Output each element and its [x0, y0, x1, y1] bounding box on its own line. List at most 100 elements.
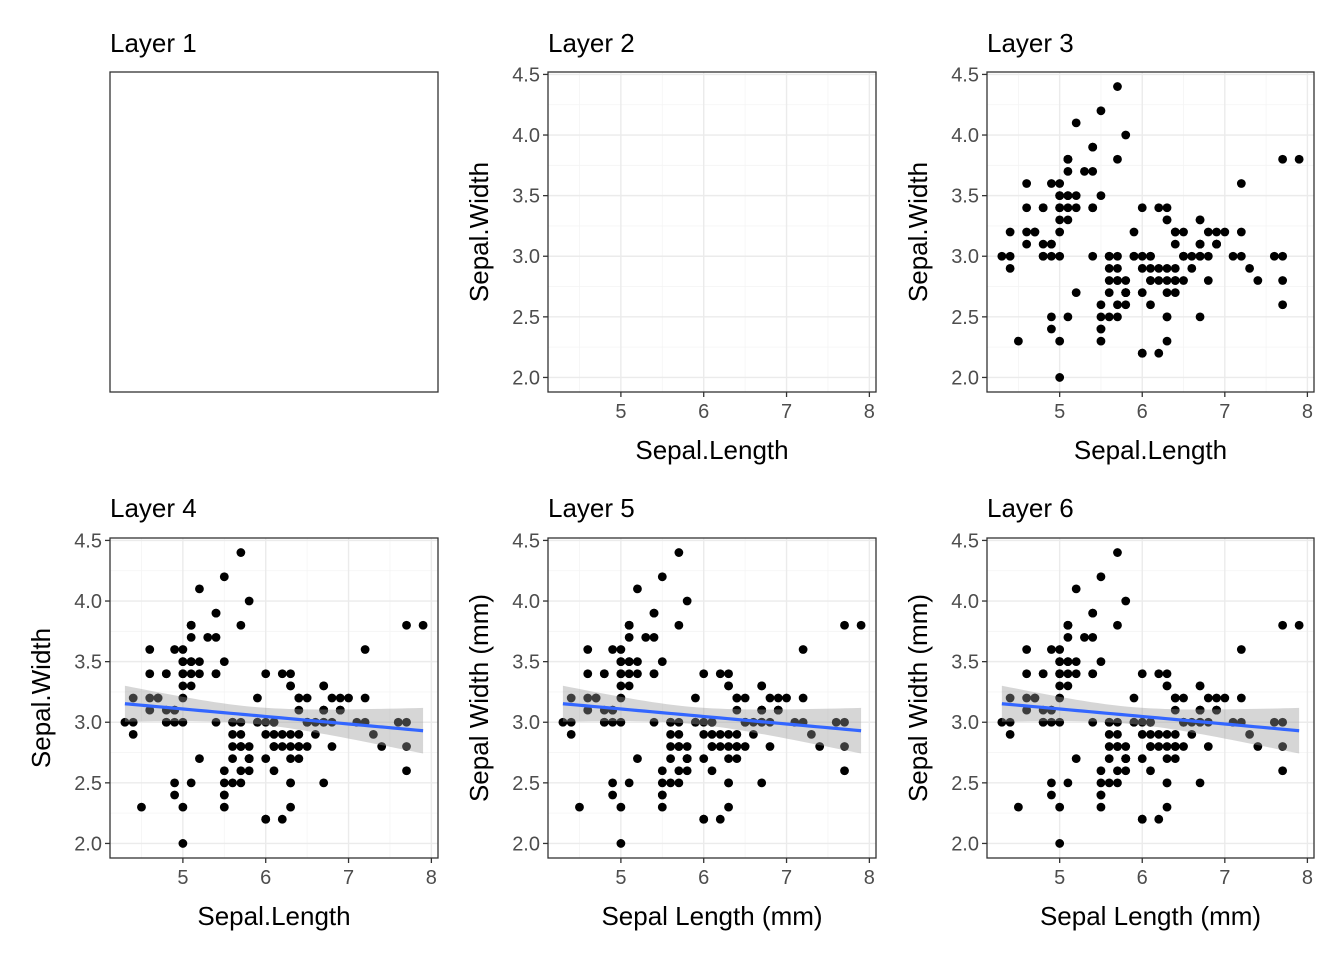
data-point — [335, 705, 345, 715]
data-point — [1096, 572, 1106, 582]
x-tick-label: 7 — [343, 867, 354, 889]
y-tick-label: 4.5 — [512, 64, 540, 86]
y-tick-label: 4.0 — [951, 591, 979, 613]
data-point — [608, 790, 618, 800]
data-point — [244, 754, 254, 764]
data-point — [286, 742, 295, 751]
data-point — [1055, 373, 1065, 382]
data-point — [244, 766, 254, 776]
data-point — [1129, 251, 1139, 261]
data-point — [608, 645, 618, 654]
data-point — [1104, 288, 1114, 298]
x-tick-label: 8 — [1302, 401, 1313, 423]
data-point — [269, 742, 279, 751]
data-point — [1170, 239, 1180, 249]
data-point — [657, 790, 667, 800]
data-point — [178, 802, 188, 812]
data-point — [1121, 130, 1131, 140]
data-point — [1113, 778, 1122, 788]
data-point — [1154, 742, 1164, 751]
data-point — [732, 693, 742, 703]
data-point — [806, 729, 816, 739]
panel-border — [986, 71, 1315, 393]
data-point — [277, 669, 287, 679]
data-point — [1022, 203, 1032, 213]
data-point — [1063, 632, 1073, 642]
data-point — [1154, 263, 1164, 273]
panel-title: Layer 4 — [110, 493, 197, 523]
data-point — [1170, 263, 1180, 273]
y-tick-label: 3.5 — [951, 186, 979, 208]
data-point — [1071, 754, 1081, 764]
data-point — [418, 620, 428, 630]
data-point — [1096, 191, 1106, 201]
data-point — [1022, 645, 1032, 654]
data-point — [1162, 802, 1172, 812]
data-point — [1055, 251, 1065, 261]
data-point — [682, 766, 692, 776]
data-point — [228, 778, 237, 788]
y-tick-label: 3.5 — [512, 186, 540, 208]
x-tick-label: 8 — [1302, 867, 1313, 889]
data-point — [682, 742, 692, 751]
data-point — [302, 742, 312, 751]
data-point — [699, 729, 709, 739]
data-point — [1253, 742, 1263, 751]
data-point — [1080, 632, 1089, 642]
data-point — [608, 717, 618, 727]
data-point — [616, 657, 626, 667]
data-point — [674, 729, 684, 739]
data-point — [1236, 251, 1246, 261]
data-point — [294, 693, 304, 703]
data-point — [211, 608, 221, 618]
data-point — [1063, 681, 1073, 691]
data-point — [1137, 729, 1147, 739]
data-point — [624, 681, 634, 691]
data-point — [1030, 227, 1040, 237]
data-point — [633, 584, 642, 594]
x-axis: 5 6 7 8 — [177, 858, 437, 889]
data-point — [344, 693, 353, 703]
data-point — [740, 742, 750, 751]
x-axis: 5 6 7 8 — [1054, 858, 1313, 889]
data-point — [186, 620, 196, 630]
plot-background — [548, 72, 876, 392]
data-point — [1195, 778, 1205, 788]
x-tick-label: 5 — [1054, 867, 1065, 889]
data-point — [128, 693, 138, 703]
data-point — [732, 754, 742, 764]
data-point — [1137, 288, 1147, 298]
data-point — [1005, 251, 1015, 261]
y-tick-label: 4.0 — [951, 125, 979, 147]
data-point — [624, 632, 634, 642]
y-axis-title: Sepal.Width — [26, 628, 56, 768]
data-point — [1104, 729, 1114, 739]
data-point — [732, 705, 742, 715]
data-point — [1121, 596, 1131, 606]
y-tick-label: 3.0 — [74, 712, 102, 734]
data-point — [773, 705, 783, 715]
data-point — [1278, 766, 1288, 776]
data-point — [402, 620, 411, 630]
data-point — [1063, 620, 1073, 630]
data-point — [707, 717, 717, 727]
data-point — [1022, 179, 1032, 188]
data-point — [1278, 717, 1288, 727]
data-point — [1195, 705, 1205, 715]
data-point — [1088, 632, 1098, 642]
data-point — [1228, 251, 1238, 261]
data-point — [402, 766, 411, 776]
data-point — [1113, 251, 1122, 261]
y-tick-label: 3.5 — [74, 652, 102, 674]
confidence-band — [1001, 685, 1300, 754]
x-axis: 5 6 7 8 — [615, 858, 875, 889]
gridlines — [548, 538, 876, 858]
data-point — [1005, 227, 1015, 237]
x-tick-label: 6 — [698, 867, 709, 889]
y-tick-label: 2.5 — [74, 773, 102, 795]
data-point — [236, 766, 246, 776]
data-point — [1113, 300, 1122, 310]
x-tick-label: 5 — [177, 867, 188, 889]
y-axis-title: Sepal.Width — [464, 162, 494, 302]
data-point — [757, 778, 767, 788]
